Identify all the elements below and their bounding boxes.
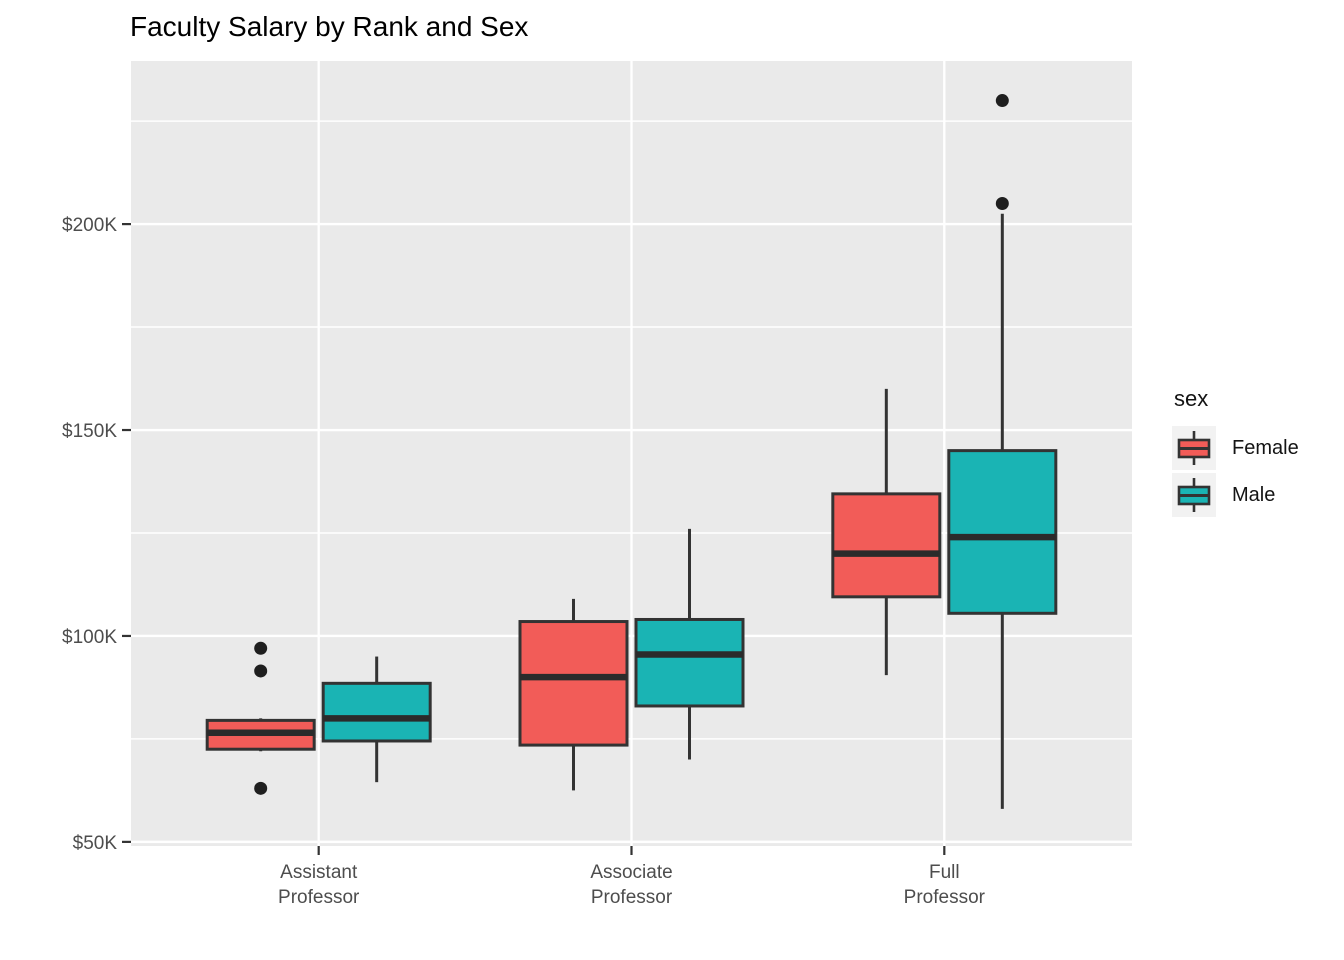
y-tick-label-200k: $200K <box>62 215 117 236</box>
outlier-dot <box>995 94 1009 108</box>
legend-label-male: Male <box>1232 483 1276 506</box>
legend-entry-male: Male <box>1172 473 1299 517</box>
box-iqr <box>634 617 745 708</box>
y-tick-label-100k: $100K <box>62 627 117 648</box>
boxplot-female-assistant-professor <box>205 641 316 795</box>
chart-title: Faculty Salary by Rank and Sex <box>130 11 529 42</box>
x-tick-label-full-professor-line1: Full <box>929 862 960 883</box>
x-tick-label-assistant-professor-line1: Assistant <box>280 862 358 883</box>
outlier-dot <box>254 664 268 678</box>
x-tick-label-associate-professor-line1: Associate <box>590 862 672 883</box>
boxplot-female-full-professor <box>831 388 942 676</box>
legend-entry-female: Female <box>1172 426 1299 470</box>
outlier-dot <box>995 197 1009 211</box>
outlier-dot <box>254 641 268 655</box>
boxplot-male-assistant-professor <box>321 656 432 783</box>
x-tick-label-assistant-professor-line2: Professor <box>278 887 360 908</box>
x-axis: Assistant Professor Associate Professor Full… <box>278 846 986 908</box>
outlier-dot <box>254 781 268 795</box>
x-tick-label-associate-professor-line2: Professor <box>591 887 673 908</box>
box-iqr <box>518 620 629 747</box>
boxplot-male-associate-professor <box>634 528 745 760</box>
gridlines-major <box>131 61 1132 846</box>
y-axis: $200K $150K $100K $50K <box>62 215 131 854</box>
x-tick-label-full-professor-line2: Professor <box>904 887 986 908</box>
box-iqr <box>947 449 1058 615</box>
y-tick-label-50k: $50K <box>73 833 118 854</box>
box-iqr <box>831 492 942 599</box>
boxplot-male-full-professor <box>947 94 1058 809</box>
legend-key-male-boxplot-icon <box>1172 473 1216 517</box>
y-tick-label-150k: $150K <box>62 421 117 442</box>
box-iqr <box>321 681 432 743</box>
legend-title: sex <box>1174 386 1209 411</box>
legend-label-female: Female <box>1232 436 1299 459</box>
legend-key-female-boxplot-icon <box>1172 426 1216 470</box>
legend: sex Female Male <box>1172 386 1299 520</box>
boxplot-female-associate-professor <box>518 598 629 791</box>
